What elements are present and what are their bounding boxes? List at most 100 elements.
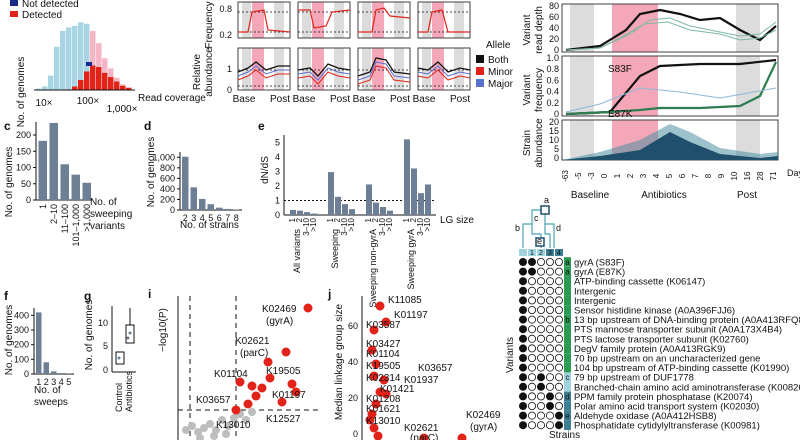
variant-cell — [555, 411, 564, 420]
linkage-point — [381, 389, 391, 399]
y-tick-label: 40 — [348, 357, 358, 367]
variant-group-tag: a — [565, 268, 570, 277]
mini-xtick-post: Post — [330, 94, 350, 105]
coverage-xtick-100: 100× — [77, 96, 100, 107]
baseline-band — [422, 48, 431, 90]
label-parc: (parC) — [410, 433, 438, 440]
variant-cell — [546, 296, 555, 305]
variant-group-bar — [564, 295, 571, 306]
strain-id: 3 — [548, 250, 552, 257]
strain-chip — [546, 249, 554, 256]
significant-point — [243, 399, 253, 409]
not-detected-bar — [48, 75, 54, 90]
variant-label: Intergenic — [574, 296, 616, 307]
bar — [49, 122, 58, 200]
group-label: Sweeping non-gyrA — [368, 229, 378, 308]
coverage-bars — [36, 22, 132, 90]
timeseries-xtick: 3 — [639, 173, 648, 178]
not-detected-bar — [114, 77, 120, 82]
dnds-bar — [387, 210, 393, 215]
timeseries-xtick: -63 — [561, 170, 570, 182]
timeseries-ytick: 10 — [549, 135, 559, 145]
depth-label-1: Variant — [522, 14, 533, 45]
variant-cell — [528, 277, 537, 286]
dnds-bar — [425, 184, 431, 215]
panel-j-ylabel: Median linkage group size — [334, 303, 345, 420]
label-k02621: K02621 — [235, 336, 270, 347]
rel-abundance-label-2: abundance — [204, 47, 215, 97]
major-allele-line — [237, 65, 290, 77]
x-tick-label: 8 — [234, 213, 239, 223]
frequency-line — [298, 9, 351, 29]
variant-cell — [555, 305, 564, 314]
lg-size-label: 2 — [333, 217, 342, 222]
post-band — [394, 2, 404, 38]
variant-cell — [519, 315, 528, 324]
linkage-point — [371, 399, 381, 409]
bar — [38, 140, 47, 200]
lg-size-label: >10 — [309, 217, 318, 231]
linkage-label: K01208 — [366, 394, 401, 405]
variant-label: 70 bp upstream on an uncharacterized gen… — [574, 354, 760, 365]
detected-bar — [96, 66, 102, 90]
panel-e-lg-title: LG size — [440, 215, 474, 226]
variant-cell — [555, 392, 564, 401]
panel-g-xtick-control: Control — [114, 383, 124, 412]
variant-group-bar — [564, 410, 571, 421]
panel-allele-trajectories: Frequency 0.8 0.2 Relative abundance 1 0… — [192, 1, 514, 105]
label-k02469: K02469 — [466, 410, 501, 421]
allele-both-swatch — [476, 55, 484, 63]
nonsignificant-point — [242, 416, 250, 424]
variant-cell — [537, 411, 546, 420]
label-k13010: K13010 — [216, 420, 251, 431]
variant-cell — [519, 334, 528, 343]
variant-group-tag: c — [566, 373, 570, 382]
tree-letter-a: a — [544, 195, 549, 205]
y-tick-label: 200 — [16, 130, 31, 140]
variant-cell — [528, 344, 537, 353]
panel-c-xlabel-1: No. of — [90, 197, 117, 208]
nonsignificant-point — [222, 430, 230, 438]
variant-cell — [555, 421, 564, 430]
y-tick-label: 0 — [24, 369, 29, 379]
y-tick-label: 1,000 — [152, 152, 175, 162]
dnds-bar — [342, 204, 348, 215]
variant-group-bar — [564, 362, 571, 373]
minor-allele-line — [237, 69, 290, 81]
major-allele-line — [357, 61, 411, 81]
detected-bar — [126, 87, 132, 90]
variant-group-bar — [564, 391, 571, 402]
variant-cell — [537, 373, 546, 382]
variant-cell — [546, 286, 555, 295]
minor-allele-line — [417, 69, 471, 81]
variant-label: gyrA (E87K) — [574, 267, 625, 278]
lg-size-label: 1 — [402, 217, 411, 222]
allele-minor: Minor — [488, 67, 514, 78]
lg-size-label: 2 — [295, 217, 304, 222]
variant-cell — [546, 411, 555, 420]
variant-cell — [546, 373, 555, 382]
tree-branch — [544, 224, 551, 248]
mini-xtick-base: Base — [413, 94, 436, 105]
frequency-line — [238, 9, 291, 33]
variant-cell — [546, 344, 555, 353]
variant-cell — [519, 392, 528, 401]
y-tick-label: 60 — [348, 321, 358, 331]
timeseries-ytick: 0.8 — [546, 64, 559, 74]
antibiotic-band — [372, 2, 384, 38]
y-tick-label: 0 — [275, 210, 280, 220]
panel-g-ytick-0: 0 — [103, 365, 108, 375]
linkage-label: K01621 — [366, 404, 401, 415]
panel-f-xlabel-1: No. of — [34, 385, 61, 396]
timeseries-xtick: -5 — [574, 172, 583, 180]
baseline-band — [570, 56, 594, 116]
variant-cell — [519, 353, 528, 362]
frequency-label: Frequency — [204, 1, 215, 48]
dnds-bar — [373, 202, 379, 215]
minor-allele-line — [357, 65, 411, 85]
panel-i-chart: K02469(gyrA) K02621(parC) K19505 K01104 K036… — [177, 296, 320, 440]
freq-tick-08: 0.8 — [219, 4, 232, 14]
mini-xtick-post: Post — [390, 94, 410, 105]
